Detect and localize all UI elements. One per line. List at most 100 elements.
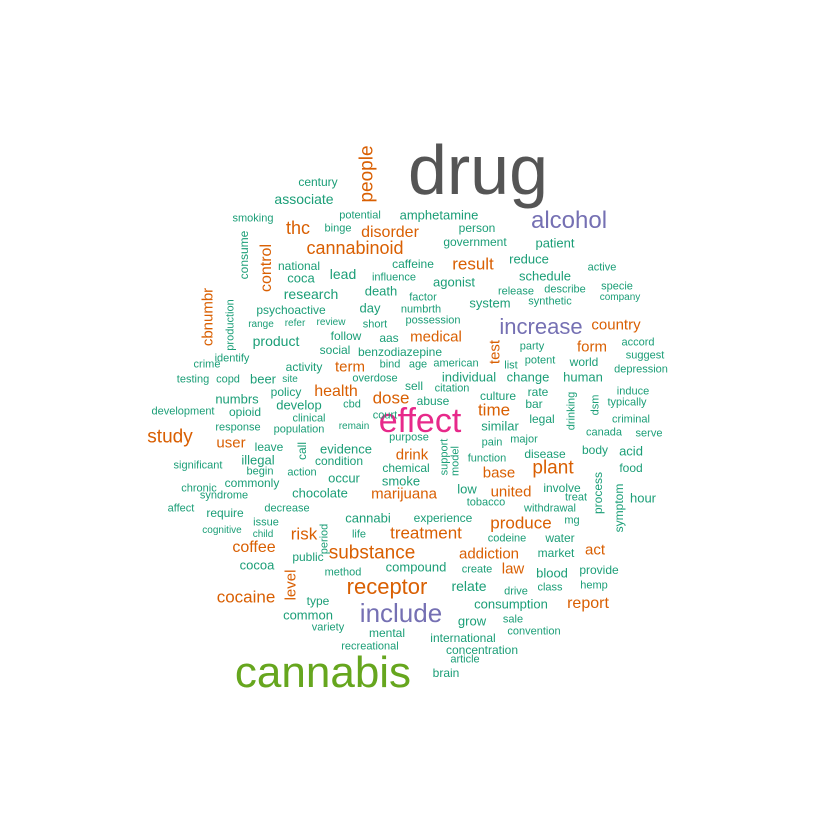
- word-copd: copd: [216, 373, 240, 386]
- word-base: base: [482, 464, 516, 482]
- word-coffee: coffee: [232, 539, 276, 556]
- word-century: century: [298, 175, 338, 189]
- word-company: company: [599, 292, 641, 303]
- word-hemp: hemp: [580, 579, 608, 592]
- word-affect: affect: [167, 502, 195, 515]
- word-typically: typically: [607, 396, 647, 409]
- word-drive: drive: [504, 585, 528, 598]
- word-call: call: [295, 441, 309, 461]
- word-plant: plant: [532, 457, 574, 479]
- word-opioid: opioid: [228, 405, 262, 419]
- word-smoking: smoking: [232, 212, 274, 225]
- word-associate: associate: [274, 191, 334, 207]
- word-hour: hour: [629, 490, 657, 506]
- word-study: study: [147, 426, 193, 448]
- word-create: create: [461, 563, 493, 576]
- word-drug: drug: [407, 131, 549, 209]
- word-lead: lead: [329, 266, 357, 282]
- word-system: system: [469, 295, 511, 311]
- word-activity: activity: [285, 360, 323, 374]
- word-party: party: [519, 340, 545, 353]
- word-thc: thc: [285, 218, 311, 238]
- word-patient: patient: [535, 235, 575, 251]
- word-cbnumbr: cbnumbr: [199, 287, 217, 347]
- word-market: market: [537, 546, 575, 560]
- word-overdose: overdose: [352, 372, 398, 385]
- word-health: health: [314, 383, 358, 400]
- word-site: site: [282, 374, 298, 385]
- word-schedule: schedule: [518, 268, 572, 284]
- word-production: production: [224, 299, 237, 351]
- word-recreational: recreational: [341, 640, 399, 653]
- word-serve: serve: [635, 427, 663, 440]
- word-class: class: [537, 581, 563, 594]
- word-evidence: evidence: [319, 441, 373, 457]
- word-reduce: reduce: [509, 251, 549, 267]
- word-commonly: commonly: [224, 476, 280, 490]
- word-pain: pain: [481, 436, 503, 449]
- word-population: population: [273, 423, 325, 436]
- word-addiction: addiction: [458, 545, 520, 563]
- word-disorder: disorder: [361, 224, 419, 241]
- word-include: include: [359, 598, 443, 628]
- word-citation: citation: [434, 382, 470, 395]
- word-mental: mental: [368, 626, 406, 640]
- word-country: country: [591, 316, 641, 334]
- word-tobacco: tobacco: [466, 496, 506, 509]
- word-low: low: [457, 481, 477, 497]
- word-cannabis: cannabis: [234, 648, 412, 697]
- word-day: day: [359, 300, 381, 316]
- word-variety: variety: [311, 621, 345, 634]
- word-result: result: [452, 254, 494, 274]
- word-psychoactive: psychoactive: [256, 303, 326, 317]
- word-response: response: [215, 421, 261, 434]
- word-accord: accord: [621, 336, 655, 349]
- word-remain: remain: [338, 421, 370, 432]
- word-significant: significant: [173, 459, 223, 472]
- word-policy: policy: [270, 385, 302, 399]
- word-cocoa: cocoa: [239, 557, 275, 573]
- word-receptor: receptor: [346, 574, 428, 599]
- word-culture: culture: [479, 389, 517, 403]
- word-suggest: suggest: [625, 349, 665, 362]
- word-public: public: [292, 550, 324, 564]
- word-numbrs: numbrs: [215, 391, 259, 407]
- word-mg: mg: [564, 514, 580, 527]
- word-model: model: [449, 446, 462, 476]
- word-abuse: abuse: [416, 394, 450, 408]
- word-product: product: [252, 333, 300, 349]
- word-food: food: [619, 461, 643, 475]
- word-syndrome: syndrome: [199, 489, 249, 502]
- word-agonist: agonist: [433, 274, 475, 290]
- word-benzodiazepine: benzodiazepine: [357, 345, 443, 359]
- word-individual: individual: [441, 369, 497, 385]
- word-describe: describe: [544, 283, 586, 296]
- word-legal: legal: [529, 412, 555, 426]
- word-disease: disease: [524, 447, 566, 461]
- word-numbrth: numbrth: [400, 303, 442, 316]
- word-consume: consume: [237, 230, 251, 280]
- word-sale: sale: [502, 613, 524, 626]
- word-codeine: codeine: [487, 532, 527, 545]
- word-bind: bind: [379, 358, 401, 371]
- word-form: form: [577, 338, 607, 356]
- word-experience: experience: [413, 511, 473, 525]
- word-act: act: [584, 541, 606, 559]
- word-control: control: [258, 243, 275, 293]
- word-list: list: [504, 359, 518, 372]
- word-level: level: [282, 569, 300, 601]
- word-term: term: [335, 358, 365, 376]
- word-similar: similar: [481, 418, 519, 434]
- word-aas: aas: [379, 331, 399, 345]
- word-age: age: [408, 358, 428, 371]
- word-rate: rate: [527, 385, 549, 399]
- word-treat: treat: [564, 491, 588, 504]
- word-development: development: [151, 405, 215, 418]
- word-major: major: [510, 433, 538, 446]
- word-potential: potential: [339, 209, 381, 222]
- word-social: social: [319, 343, 351, 357]
- word-leave: leave: [254, 440, 284, 454]
- word-chocolate: chocolate: [292, 485, 348, 501]
- word-life: life: [351, 528, 367, 541]
